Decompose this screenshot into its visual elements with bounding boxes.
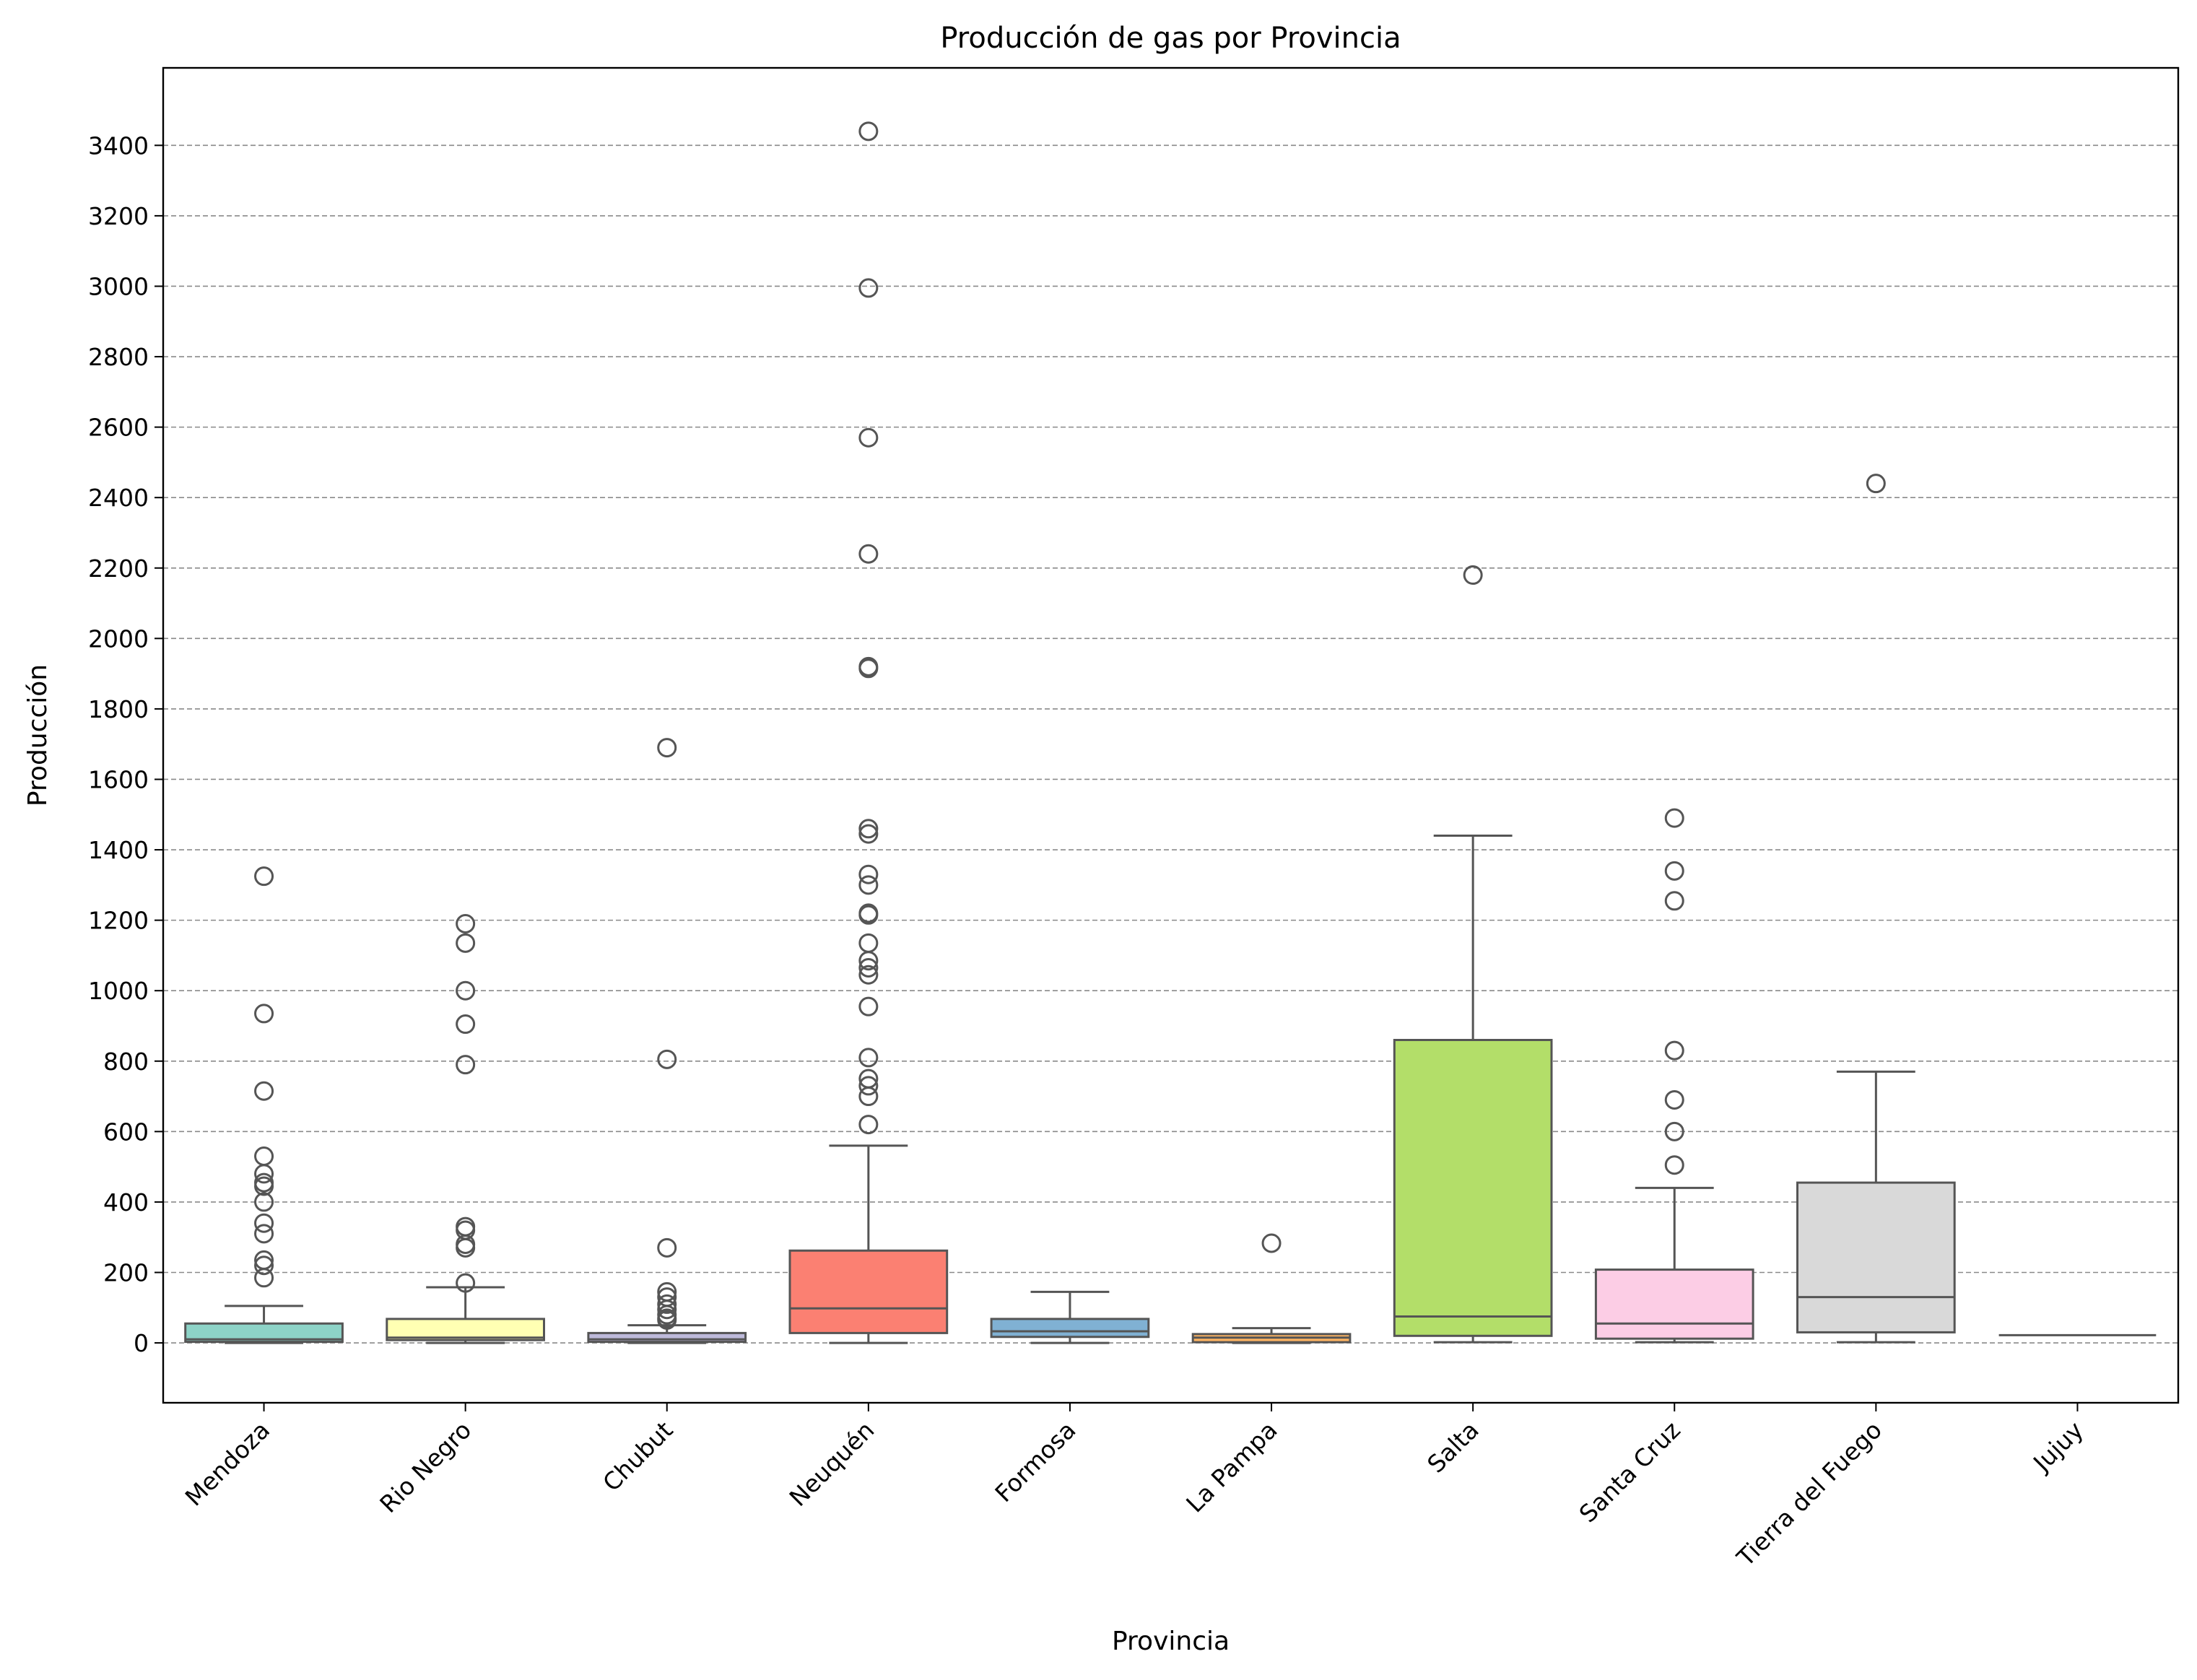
chart-title: Producción de gas por Provincia <box>940 22 1401 55</box>
y-tick-label: 0 <box>134 1329 149 1357</box>
outlier-point <box>858 658 879 679</box>
outlier-point <box>254 1268 274 1288</box>
outlier-point <box>858 278 879 298</box>
y-tick-label: 600 <box>103 1118 149 1146</box>
y-tick-label: 3200 <box>88 202 149 230</box>
y-tick-label: 1200 <box>88 907 149 935</box>
outlier-point <box>254 1224 274 1244</box>
box-la-pampa <box>1191 1233 1352 1344</box>
outlier-point <box>1664 861 1684 881</box>
outlier-point <box>254 1213 274 1233</box>
outlier-point <box>858 957 879 978</box>
y-tick-label: 1000 <box>88 977 149 1005</box>
outlier-point <box>1664 1089 1684 1110</box>
outlier-point <box>1664 1155 1684 1175</box>
outlier-point <box>657 1310 677 1330</box>
grid-lines <box>163 144 2178 1344</box>
y-tick-label: 200 <box>103 1258 149 1287</box>
box-chubut <box>587 738 747 1344</box>
y-tick-label: 1400 <box>88 836 149 864</box>
outlier-point <box>254 1255 274 1276</box>
outlier-point <box>657 1237 677 1258</box>
outlier-point <box>858 996 879 1017</box>
box-series <box>184 121 2157 1344</box>
y-tick-label: 2000 <box>88 624 149 653</box>
box-iqr <box>1796 1181 1956 1333</box>
outlier-point <box>858 965 879 985</box>
box-rio-negro <box>386 914 545 1344</box>
outlier-point <box>1664 1121 1684 1141</box>
outlier-point <box>1664 891 1684 911</box>
outlier-point <box>858 1087 879 1107</box>
outlier-point <box>456 1237 476 1258</box>
outlier-point <box>456 1273 476 1293</box>
outlier-point <box>858 1048 879 1068</box>
y-tick-label: 800 <box>103 1048 149 1076</box>
outlier-point <box>657 738 677 758</box>
outlier-point <box>1664 1040 1684 1061</box>
outlier-point <box>456 933 476 953</box>
outlier-point <box>456 980 476 1001</box>
outlier-point <box>1866 474 1886 494</box>
outlier-point <box>254 1164 274 1184</box>
outlier-point <box>858 819 879 839</box>
y-tick-label: 3000 <box>88 272 149 300</box>
outlier-point <box>456 1014 476 1035</box>
y-axis: 0 200 400 600 800 1000 1200 1400 1600 1800 2000 220… <box>88 131 163 1357</box>
y-tick-label: 1800 <box>88 695 149 723</box>
outlier-point <box>858 121 879 142</box>
outlier-point <box>657 1294 677 1314</box>
outlier-point <box>858 1076 879 1096</box>
outlier-point <box>1664 808 1684 828</box>
outlier-point <box>254 866 274 887</box>
outlier-point <box>657 1300 677 1320</box>
y-tick-label: 2200 <box>88 554 149 583</box>
box-iqr <box>1594 1268 1754 1340</box>
x-axis-label: Provincia <box>1112 1627 1230 1656</box>
outlier-point <box>657 1049 677 1069</box>
box-iqr <box>990 1318 1150 1339</box>
box-neuquén <box>788 121 949 1344</box>
y-tick-label: 400 <box>103 1188 149 1217</box>
box-salta <box>1393 565 1553 1344</box>
outlier-point <box>456 1055 476 1075</box>
box-iqr <box>587 1331 747 1344</box>
box-formosa <box>990 1290 1150 1344</box>
box-iqr <box>788 1249 949 1334</box>
outlier-point <box>858 864 879 884</box>
outlier-point <box>858 905 879 925</box>
outlier-point <box>858 824 879 844</box>
y-tick-label: 2600 <box>88 414 149 442</box>
box-tierra-del-fuego <box>1796 474 1956 1344</box>
outlier-point <box>456 914 476 934</box>
box-iqr <box>1393 1039 1553 1337</box>
outlier-point <box>1261 1233 1282 1253</box>
y-tick-label: 2800 <box>88 343 149 371</box>
outlier-point <box>858 1115 879 1135</box>
outlier-point <box>1463 565 1483 586</box>
box-mendoza <box>184 866 344 1344</box>
outlier-point <box>858 951 879 971</box>
outlier-point <box>858 875 879 895</box>
y-tick-label: 3400 <box>88 131 149 160</box>
outlier-point <box>254 1192 274 1212</box>
y-tick-label: 1600 <box>88 765 149 793</box>
outlier-point <box>254 1176 274 1196</box>
y-tick-label: 2400 <box>88 484 149 512</box>
outlier-point <box>858 544 879 564</box>
outlier-point <box>858 427 879 448</box>
box-santa-cruz <box>1594 808 1754 1344</box>
y-axis-label: Producción <box>23 664 53 806</box>
outlier-point <box>254 1004 274 1024</box>
outlier-point <box>254 1081 274 1101</box>
plot-frame <box>162 66 2180 1404</box>
